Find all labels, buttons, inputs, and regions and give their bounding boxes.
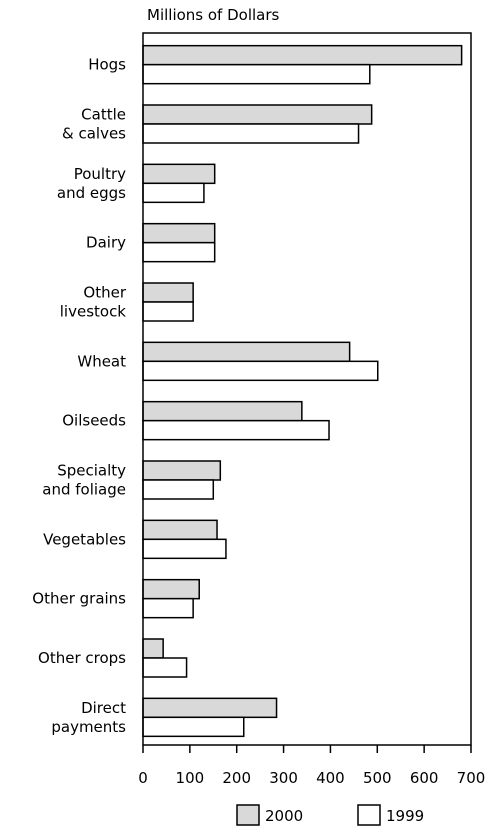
y-tick-label: Oilseeds: [62, 412, 126, 430]
bar: [142, 301, 194, 322]
y-tick-label: Cattle & calves: [62, 106, 126, 143]
bar: [142, 479, 215, 500]
x-tick-label: 200: [222, 769, 251, 787]
legend-label: 1999: [386, 807, 424, 825]
y-tick-label: Other livestock: [60, 284, 127, 321]
y-tick-label: Vegetables: [43, 530, 126, 548]
y-tick-label: Direct payments: [51, 699, 126, 736]
bar: [142, 123, 360, 144]
x-tick-label: 700: [457, 769, 486, 787]
bar: [142, 241, 216, 263]
bar: [142, 182, 205, 204]
x-tick-label: 100: [176, 769, 205, 787]
y-tick-label: Specialty and foliage: [42, 462, 126, 499]
x-tick-label: 400: [316, 769, 345, 787]
x-tick-label: 500: [363, 769, 392, 787]
bar: [142, 282, 194, 303]
bar: [142, 638, 164, 659]
y-tick-label: Wheat: [77, 352, 126, 370]
bar: [142, 400, 303, 422]
bar: [142, 222, 216, 244]
bar: [142, 597, 194, 619]
y-tick-label: Poultry and eggs: [57, 165, 126, 202]
y-tick-label: Hogs: [88, 56, 126, 74]
bar: [142, 697, 278, 719]
bar: [142, 460, 222, 481]
bar: [142, 519, 218, 541]
legend-swatch: [357, 804, 381, 826]
bar: [142, 578, 200, 600]
bar: [142, 44, 463, 66]
bar: [142, 341, 351, 363]
legend-label: 2000: [265, 807, 303, 825]
bar: [142, 360, 379, 382]
y-tick-label: Other grains: [32, 590, 126, 608]
y-tick-label: Other crops: [38, 649, 126, 667]
bar: [142, 419, 330, 441]
bar: [142, 716, 245, 738]
bar: [142, 163, 216, 185]
bar: [142, 657, 188, 678]
chart-title: Millions of Dollars: [147, 6, 280, 24]
legend-swatch: [236, 804, 260, 826]
plot-frame: [142, 32, 472, 746]
bar: [142, 538, 227, 560]
x-tick-label: 600: [410, 769, 439, 787]
y-tick-label: Dairy: [86, 234, 126, 252]
x-tick-label: 0: [138, 769, 148, 787]
x-tick-label: 300: [269, 769, 298, 787]
bar: [142, 104, 373, 125]
bar: [142, 63, 371, 85]
